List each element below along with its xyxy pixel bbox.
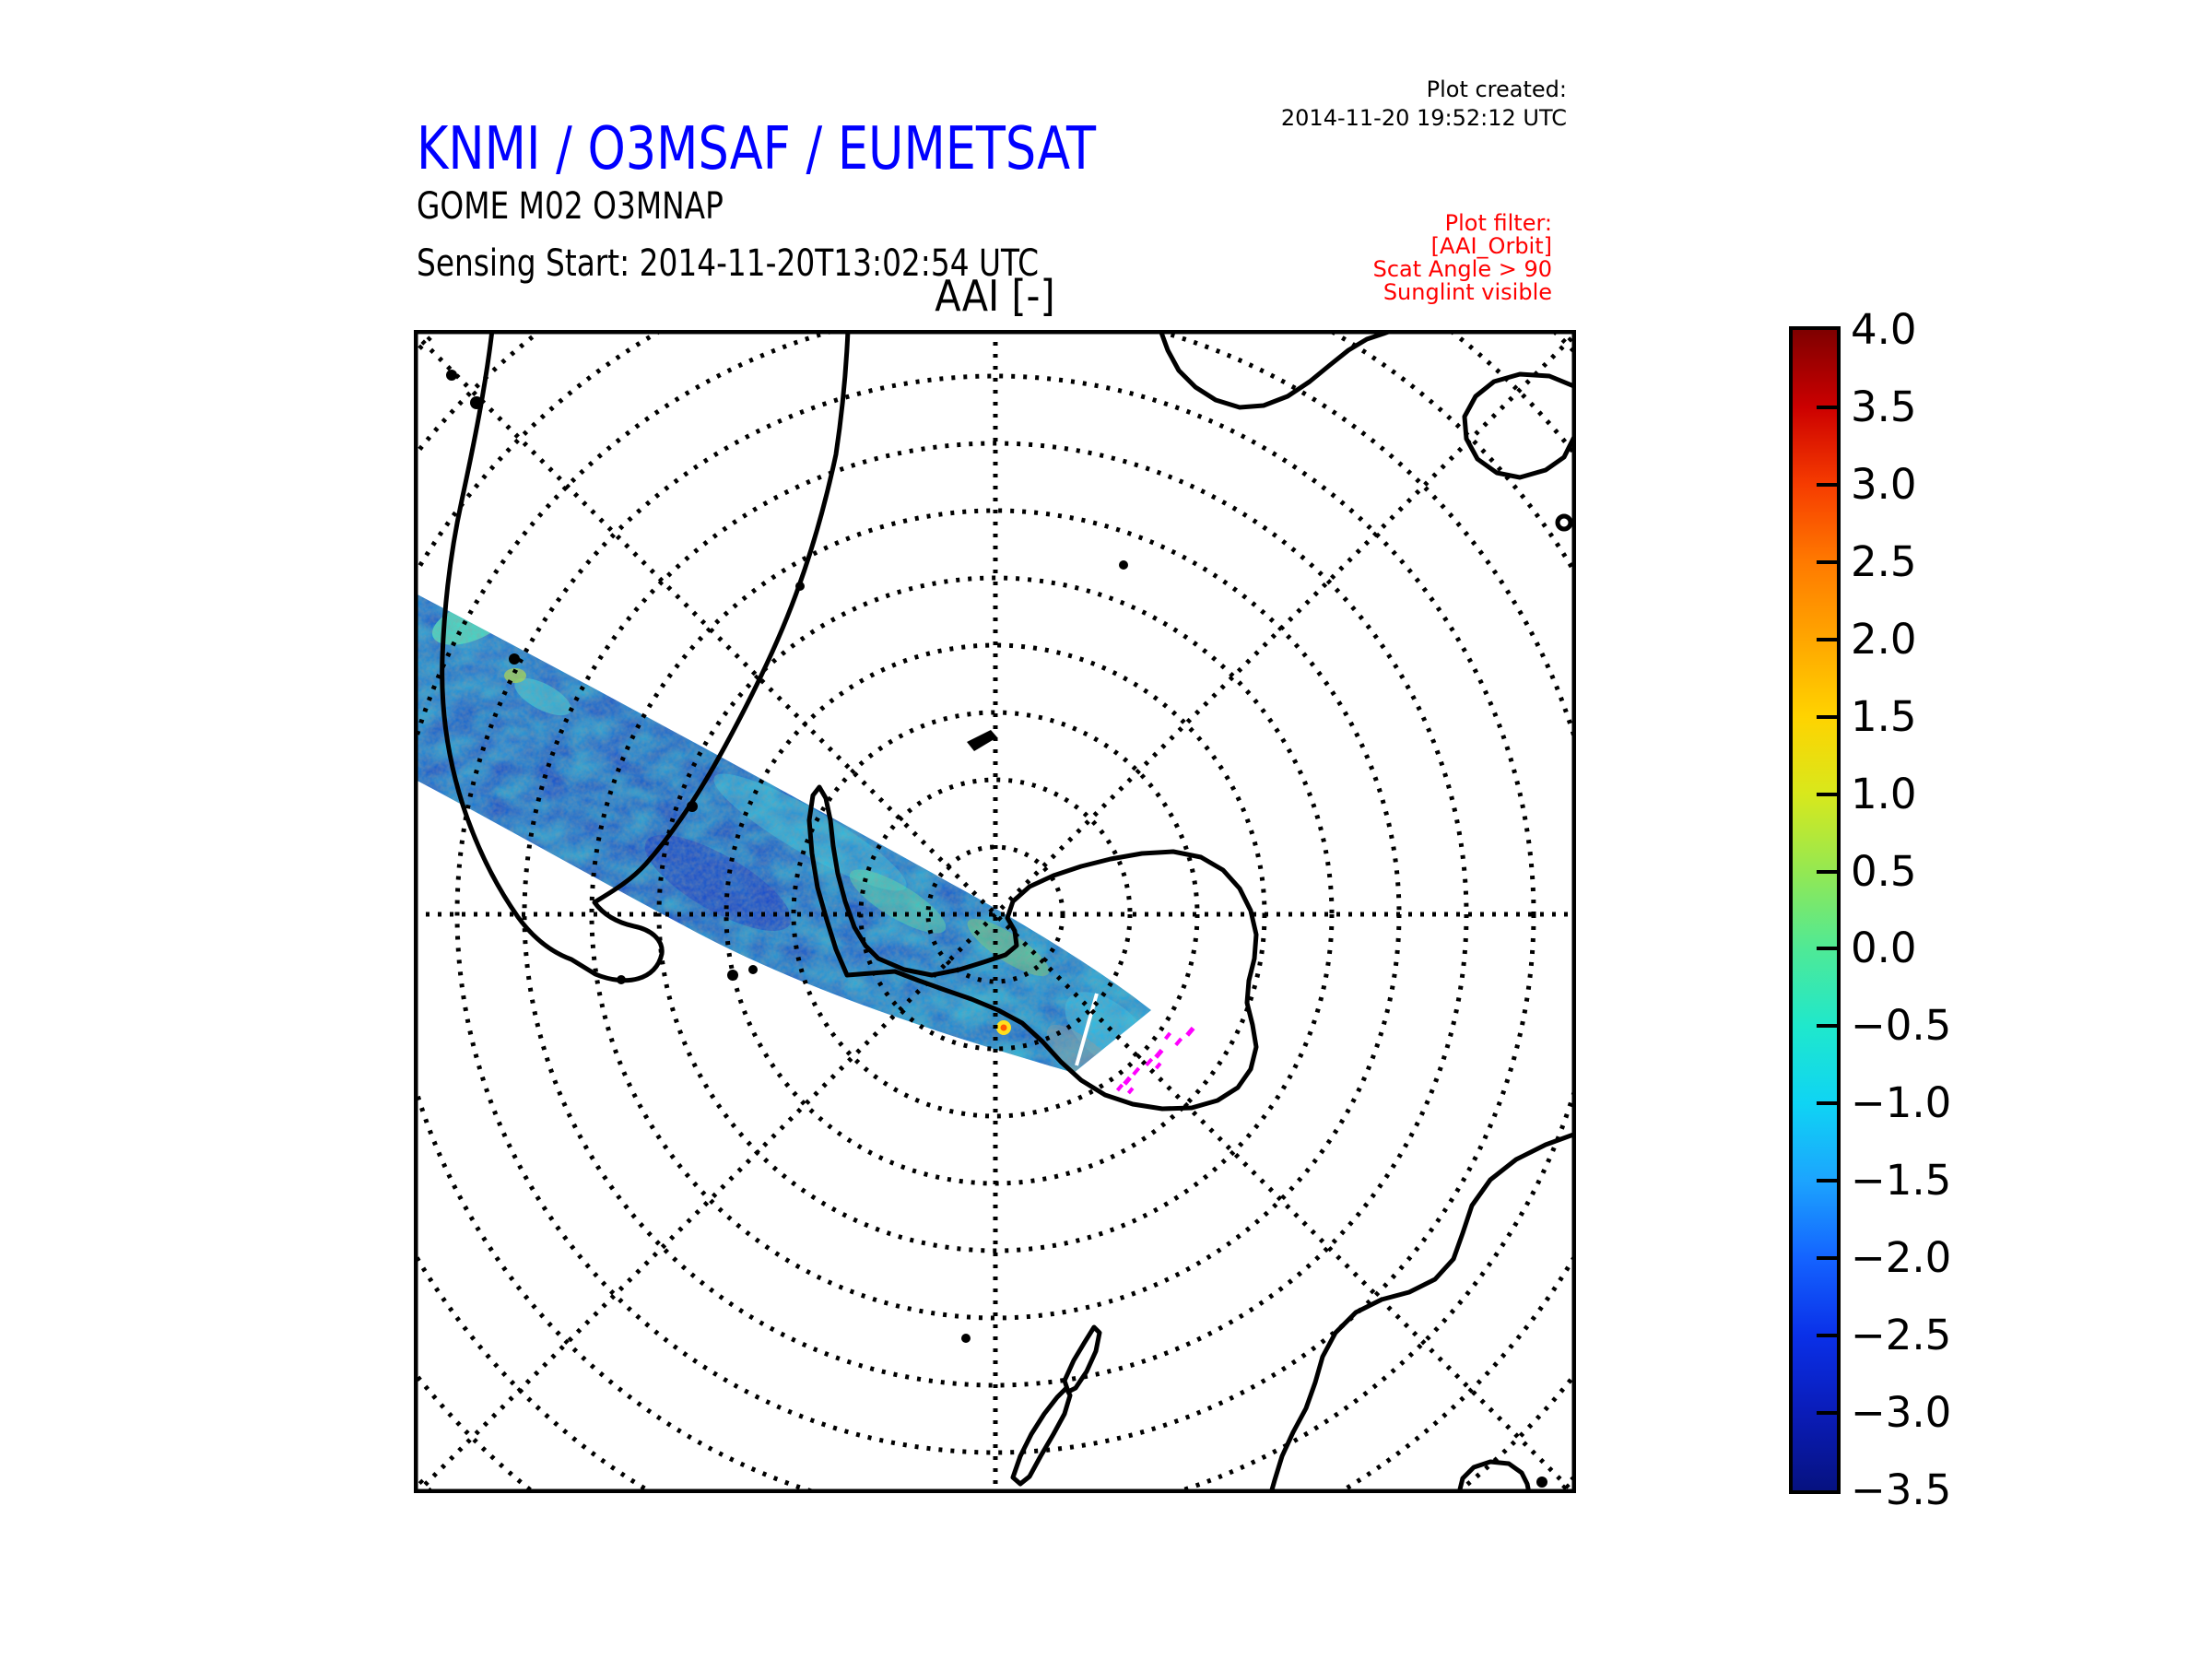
coastlines xyxy=(440,330,1576,1493)
colorbar-tick-mark xyxy=(1817,1256,1837,1261)
colorbar-tick-label: 1.5 xyxy=(1851,691,1917,741)
colorbar-tick-mark xyxy=(1817,869,1837,874)
colorbar-tick-label: 0.5 xyxy=(1851,846,1917,896)
plot-created-timestamp: 2014-11-20 19:52:12 UTC xyxy=(1280,105,1567,132)
colorbar-tick-label: −1.0 xyxy=(1851,1078,1952,1128)
island-dot xyxy=(687,801,698,812)
filter-note-line: [AAI_Orbit] xyxy=(1430,232,1552,259)
colorbar-tick-mark xyxy=(1817,947,1837,951)
parallel-circle xyxy=(791,710,1200,1119)
colorbar-tick-label: 1.0 xyxy=(1851,769,1917,818)
sensing-start: Sensing Start: 2014-11-20T13:02:54 UTC xyxy=(417,242,1040,285)
swath-time-marks xyxy=(1115,1026,1195,1095)
island-dot xyxy=(617,975,626,984)
colorbar-tick-label: −2.0 xyxy=(1851,1233,1952,1283)
colorbar-tick-label: 2.5 xyxy=(1851,536,1917,586)
map-canvas xyxy=(413,329,1577,1494)
colorbar xyxy=(1789,326,1841,1494)
colorbar-tick-label: 2.0 xyxy=(1851,614,1917,664)
plot-created-label: Plot created: xyxy=(1426,76,1567,102)
colorbar-tick-label: −3.5 xyxy=(1851,1465,1952,1514)
swath-hotspot-core xyxy=(1000,1024,1007,1031)
colorbar-tick-mark xyxy=(1817,792,1837,796)
filter-note: Plot filter: [AAI_Orbit] Scat Angle > 90… xyxy=(1373,212,1552,304)
island-dot xyxy=(727,970,738,981)
island-south-georgia xyxy=(967,730,997,751)
colorbar-tick-label: 4.0 xyxy=(1851,305,1917,354)
colorbar-tick-mark xyxy=(1817,559,1837,564)
colorbar-tick-mark xyxy=(1817,405,1837,409)
org-title-line: KNMI / O3MSAF / EUMETSAT xyxy=(417,120,1245,179)
org-title: KNMI / O3MSAF / EUMETSAT xyxy=(417,115,1097,183)
map-title: AAI [-] xyxy=(935,271,1055,321)
colorbar-tick-mark xyxy=(1817,1024,1837,1029)
parallel-circle xyxy=(522,441,1469,1388)
colorbar-tick-mark xyxy=(1817,714,1837,719)
meridian-line xyxy=(415,332,1576,1493)
coast-africa xyxy=(1158,330,1396,410)
map-frame xyxy=(413,329,1577,1494)
island-dot xyxy=(446,370,457,381)
coast-tasmania-hook xyxy=(1456,1459,1532,1493)
island-dot xyxy=(748,965,758,974)
map-title-line: AAI [-] xyxy=(414,275,1576,317)
colorbar-gradient xyxy=(1793,330,1837,1490)
colorbar-tick-mark xyxy=(1817,482,1837,487)
island-dot xyxy=(1536,1477,1547,1488)
island-dot xyxy=(1119,560,1128,570)
colorbar-tick-label: −1.5 xyxy=(1851,1156,1952,1206)
colorbar-tick-mark xyxy=(1817,1179,1837,1183)
plot-created-block: Plot created: 2014-11-20 19:52:12 UTC xyxy=(1281,76,1567,133)
filter-note-line: Plot filter: xyxy=(1444,210,1552,236)
filter-note-line: Sunglint visible xyxy=(1382,278,1552,305)
colorbar-tick-mark xyxy=(1817,1411,1837,1416)
colorbar-tick-mark xyxy=(1817,1334,1837,1338)
colorbar-tick-mark xyxy=(1817,1101,1837,1106)
parallel-circle xyxy=(454,373,1536,1455)
colorbar-tick-label: −0.5 xyxy=(1851,1001,1952,1051)
coast-antarctica xyxy=(806,784,1259,1112)
swath-gap-line xyxy=(1075,993,1099,1066)
coast-madagascar xyxy=(1462,371,1576,480)
colorbar-tick-label: 3.5 xyxy=(1851,382,1917,431)
island-dot xyxy=(470,396,483,409)
coast-new-zealand-north xyxy=(1062,1324,1102,1394)
island-dot xyxy=(795,582,805,591)
coast-south-america xyxy=(440,330,851,983)
colorbar-tick-label: 3.0 xyxy=(1851,459,1917,509)
island-dot xyxy=(509,653,520,665)
product-line: GOME M02 O3MNAP xyxy=(417,188,791,225)
colorbar-tick-label: 0.0 xyxy=(1851,924,1917,973)
colorbar-tick-label: −2.5 xyxy=(1851,1311,1952,1360)
product-name: GOME M02 O3MNAP xyxy=(417,185,724,228)
filter-note-line: Scat Angle > 90 xyxy=(1372,255,1552,282)
coast-australia xyxy=(1268,1131,1576,1493)
coast-new-zealand-south xyxy=(1010,1385,1073,1487)
colorbar-tick-label: −3.0 xyxy=(1851,1388,1952,1438)
map-plot xyxy=(413,329,1577,1494)
sensing-start-line: Sensing Start: 2014-11-20T13:02:54 UTC xyxy=(417,245,1175,282)
island-dot xyxy=(961,1334,971,1343)
small-islands xyxy=(446,370,1547,1488)
island-ring xyxy=(1555,513,1573,532)
colorbar-tick-mark xyxy=(1817,637,1837,641)
parallel-circle xyxy=(656,575,1335,1253)
